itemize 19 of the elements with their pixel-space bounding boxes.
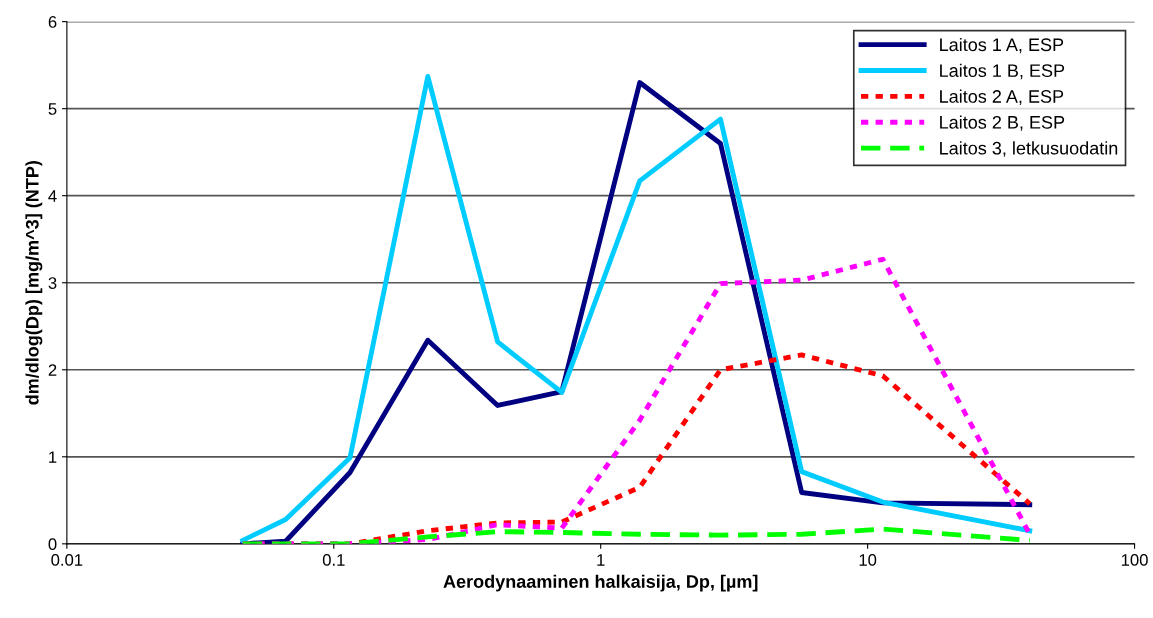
y-tick-label: 0 — [48, 538, 57, 551]
legend-label: Laitos 2 A, ESP — [940, 89, 1064, 105]
y-tick-label: 2 — [48, 364, 57, 376]
y-tick-label: 3 — [48, 277, 57, 289]
y-axis-title: dm/dlog(Dp) [mg/m^3] (NTP) — [25, 161, 43, 405]
y-tick-label: 1 — [49, 451, 57, 463]
x-tick-label: 0.01 — [51, 554, 83, 566]
y-tick-label: 5 — [48, 103, 57, 115]
y-tick-label: 4 — [48, 190, 57, 202]
legend-label: Laitos 1 B, ESP — [940, 63, 1065, 80]
legend-label: Laitos 1 A, ESP — [940, 37, 1064, 54]
x-tick-label: 0.1 — [322, 554, 345, 566]
x-tick-label: 1 — [597, 554, 605, 566]
x-tick-label: 100 — [1121, 554, 1148, 566]
legend-label: Laitos 3, letkusuodatin — [940, 141, 1118, 157]
legend-label: Laitos 2 B, ESP — [940, 115, 1065, 131]
y-tick-label: 6 — [48, 16, 57, 28]
x-axis-title: Aerodynaaminen halkaisija, Dp, [µm] — [443, 574, 758, 592]
x-tick-label: 10 — [859, 554, 877, 566]
